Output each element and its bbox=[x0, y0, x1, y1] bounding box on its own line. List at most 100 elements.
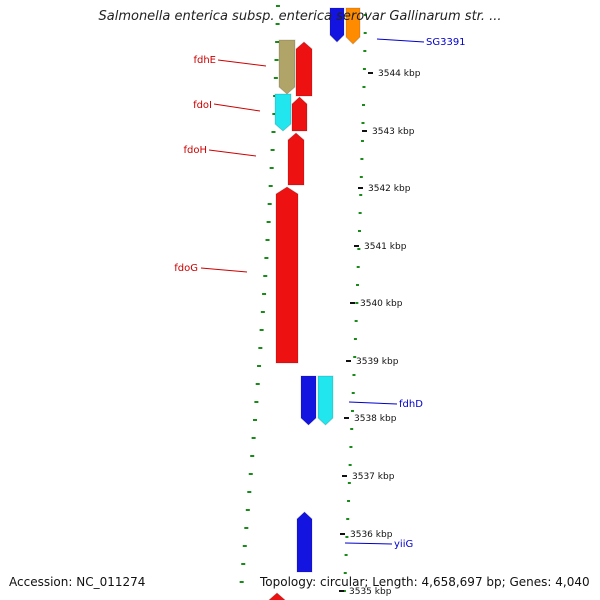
gene-top-blue bbox=[329, 7, 345, 43]
guide-tick-left bbox=[253, 419, 258, 421]
guide-tick-right bbox=[353, 338, 357, 340]
guide-tick-right bbox=[350, 428, 354, 430]
leader-line-left bbox=[217, 59, 267, 67]
guide-tick-right bbox=[353, 356, 357, 358]
guide-tick-left bbox=[242, 545, 247, 547]
guide-tick-left bbox=[271, 131, 276, 133]
guide-tick-right bbox=[346, 518, 350, 520]
gene-forward-2 bbox=[291, 96, 308, 132]
genome-summary-text: Topology: circular; Length: 4,658,697 bp… bbox=[260, 575, 590, 589]
guide-tick-left bbox=[264, 257, 269, 259]
guide-tick-right bbox=[345, 536, 349, 538]
guide-tick-left bbox=[270, 149, 275, 151]
guide-tick-left bbox=[257, 365, 262, 367]
guide-tick-right bbox=[363, 50, 367, 52]
guide-tick-right bbox=[360, 158, 364, 160]
guide-tick-left bbox=[265, 239, 270, 241]
guide-tick-left bbox=[273, 77, 278, 79]
scale-label: 3537 kbp bbox=[352, 472, 395, 482]
guide-tick-left bbox=[274, 59, 279, 61]
guide-tick-right bbox=[359, 176, 363, 178]
scale-tick bbox=[342, 475, 347, 477]
guide-tick-left bbox=[244, 527, 249, 529]
guide-tick-right bbox=[356, 284, 360, 286]
leader-line-left bbox=[213, 103, 261, 112]
leader-line-left bbox=[208, 149, 257, 157]
guide-tick-right bbox=[352, 374, 356, 376]
gene-fdoI-cyan bbox=[274, 93, 292, 132]
gene-fdhE bbox=[278, 39, 296, 95]
guide-tick-right bbox=[347, 482, 351, 484]
gene-label-yiiG: yiiG bbox=[394, 539, 413, 550]
guide-tick-right bbox=[361, 104, 365, 106]
accession-text: Accession: NC_011274 bbox=[9, 575, 146, 589]
gene-fdoG bbox=[275, 186, 299, 364]
scale-tick bbox=[362, 130, 367, 132]
organism-title: Salmonella enterica subsp. enterica sero… bbox=[98, 9, 502, 24]
gene-labels: fdhE fdoI fdoH fdoG SG3391 fdhD yiiG bbox=[174, 37, 465, 550]
scale-label: 3539 kbp bbox=[356, 357, 399, 367]
scale-tick bbox=[350, 302, 355, 304]
label-leaders bbox=[200, 38, 425, 545]
guide-tick-right bbox=[362, 68, 366, 70]
leader-line-right bbox=[348, 401, 398, 405]
guide-tick-right bbox=[356, 266, 360, 268]
guide-tick-right bbox=[355, 302, 359, 304]
guide-tick-right bbox=[349, 446, 353, 448]
guide-tick-left bbox=[275, 23, 280, 25]
guide-tick-right bbox=[363, 32, 367, 34]
gene-bottom-red bbox=[268, 592, 286, 600]
guide-tick-right bbox=[342, 590, 346, 592]
guide-tick-right bbox=[348, 464, 352, 466]
leader-line-right bbox=[376, 38, 425, 43]
guide-tick-left bbox=[263, 275, 268, 277]
guide-tick-left bbox=[266, 221, 271, 223]
gene-SG3391 bbox=[345, 7, 361, 45]
scale-label: 3535 kbp bbox=[349, 587, 392, 597]
guide-tick-left bbox=[245, 509, 250, 511]
scale-tick bbox=[354, 245, 359, 247]
guide-tick-left bbox=[255, 383, 260, 385]
guide-tick-left bbox=[275, 41, 280, 43]
scale-label: 3536 kbp bbox=[350, 530, 393, 540]
gene-label-fdoI: fdoI bbox=[193, 100, 212, 111]
guide-tick-right bbox=[354, 320, 358, 322]
guide-tick-left bbox=[259, 329, 264, 331]
guide-tick-left bbox=[275, 5, 280, 7]
gene-label-fdoG: fdoG bbox=[174, 263, 198, 274]
guide-tick-right bbox=[359, 194, 363, 196]
scale-tick bbox=[368, 72, 373, 74]
gene-label-fdoH: fdoH bbox=[183, 145, 207, 156]
guide-tick-left bbox=[247, 491, 252, 493]
guide-tick-right bbox=[363, 14, 367, 16]
leader-line-right bbox=[344, 542, 393, 545]
guide-tick-right bbox=[347, 500, 351, 502]
guide-tick-left bbox=[260, 311, 265, 313]
gene-yiiG bbox=[296, 511, 313, 573]
gene-label-fdhD: fdhD bbox=[399, 399, 423, 410]
scale-label: 3540 kbp bbox=[360, 299, 403, 309]
guide-tick-left bbox=[269, 167, 274, 169]
scale-tick bbox=[340, 533, 345, 535]
guide-tick-right bbox=[357, 248, 361, 250]
gene-fdhD-cyan bbox=[317, 375, 334, 426]
guide-tick-left bbox=[248, 473, 253, 475]
gene-fdoH bbox=[287, 132, 305, 186]
guide-tick-left bbox=[267, 203, 272, 205]
guide-tick-left bbox=[239, 581, 244, 583]
scale-label: 3538 kbp bbox=[354, 414, 397, 424]
guide-tick-right bbox=[360, 140, 364, 142]
guide-tick-left bbox=[254, 401, 259, 403]
guide-tick-left bbox=[251, 437, 256, 439]
gene-label-fdhE: fdhE bbox=[193, 55, 216, 66]
guide-tick-left bbox=[262, 293, 267, 295]
gene-label-SG3391: SG3391 bbox=[426, 37, 466, 48]
guide-tick-left bbox=[272, 113, 277, 115]
gene-fdhD-blue bbox=[300, 375, 317, 426]
guide-tick-left bbox=[258, 347, 263, 349]
guide-tick-right bbox=[351, 392, 355, 394]
gene-forward-1 bbox=[295, 41, 313, 97]
scale-tick bbox=[346, 360, 351, 362]
guide-tick-right bbox=[357, 230, 361, 232]
